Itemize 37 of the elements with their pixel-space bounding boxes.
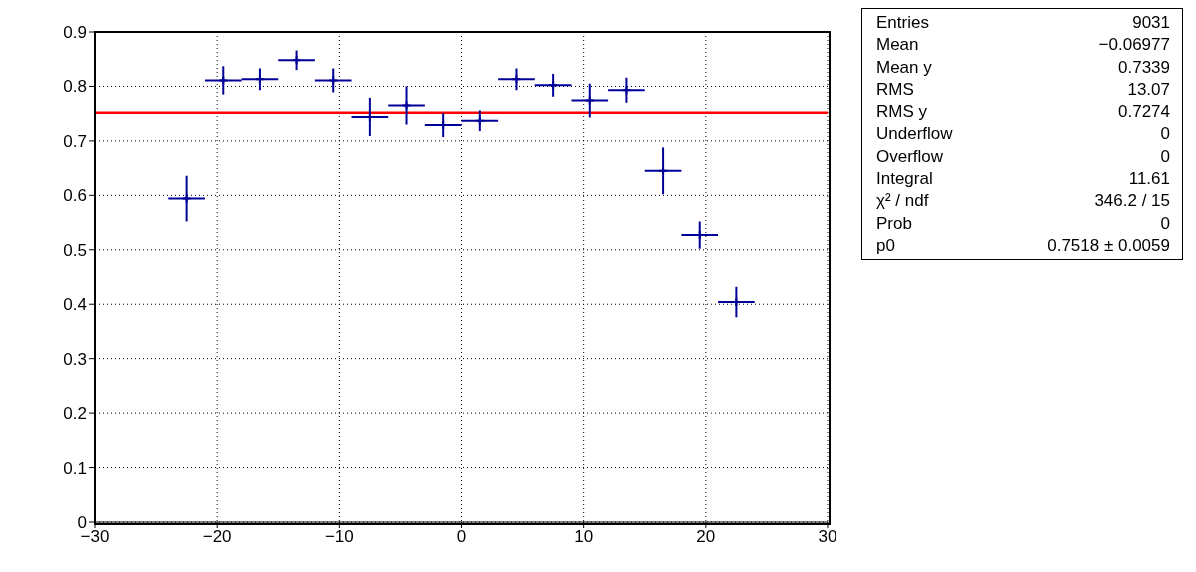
text: χ² / ndf [876, 190, 929, 213]
text: Entries [876, 12, 929, 34]
y-tick-label: 0.4 [63, 295, 87, 315]
text: p0 [876, 234, 895, 257]
text: 0 [1160, 145, 1170, 168]
y-tick-label: 0.2 [63, 404, 87, 424]
y-tick-label: 0.8 [63, 77, 87, 97]
x-tick-label: 30 [818, 527, 838, 547]
text: Mean [876, 34, 919, 57]
y-tick-label: 0.7 [63, 131, 87, 151]
text: 9031 [1132, 12, 1170, 34]
y-tick-label: 0.5 [63, 240, 87, 260]
text: 11.61 [1128, 168, 1170, 191]
text: Prob [876, 212, 912, 235]
text: 346.2 / 15 [1094, 190, 1170, 213]
text: 0.7274 [1118, 101, 1170, 124]
y-tick-label: 0.1 [63, 458, 87, 478]
text: 13.07 [1127, 78, 1170, 101]
x-tick-label: 20 [696, 527, 716, 547]
y-tick-label: 0.6 [63, 186, 87, 206]
x-tick-label: −20 [202, 527, 232, 547]
text: Integral [876, 168, 933, 191]
x-tick-label: 10 [574, 527, 594, 547]
text: 0 [1160, 123, 1170, 146]
y-tick-label: 0.3 [63, 349, 87, 369]
x-tick-label: 0 [456, 527, 467, 547]
y-tick-label: 0.9 [63, 23, 87, 43]
text: Mean y [876, 56, 932, 79]
x-tick-label: −10 [324, 527, 354, 547]
text: 0.7339 [1118, 56, 1170, 79]
text: 0.7518 ± 0.0059 [1047, 234, 1170, 257]
text: Overflow [876, 145, 944, 168]
text: −0.06977 [1098, 34, 1170, 57]
text: RMS y [876, 101, 927, 124]
text: RMS [876, 78, 914, 101]
text: Underflow [876, 123, 953, 146]
text: 0 [1160, 212, 1170, 235]
